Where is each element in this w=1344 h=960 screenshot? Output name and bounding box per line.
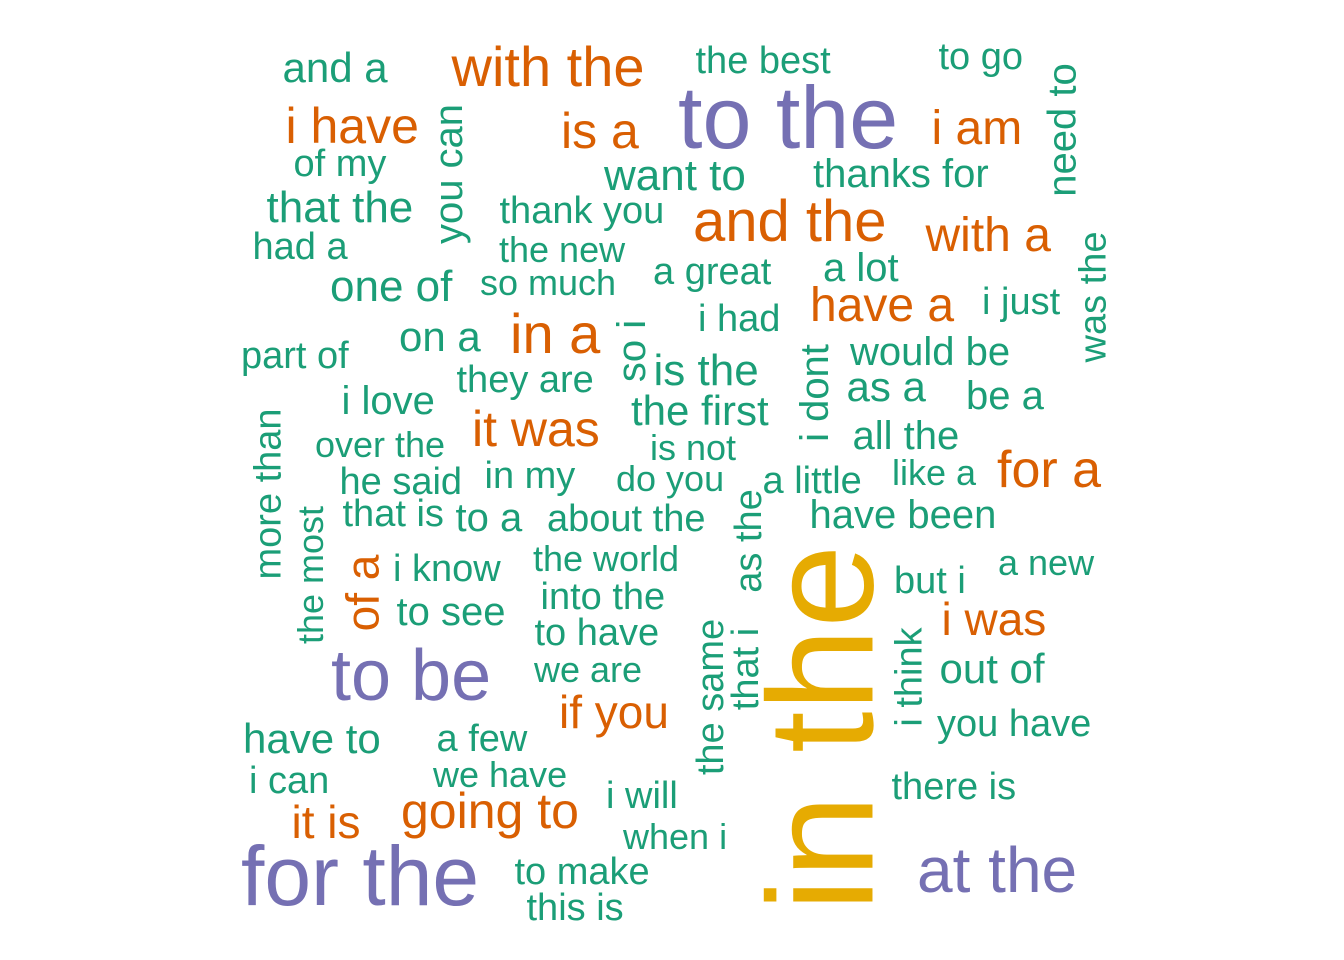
word-the-best: the best <box>695 40 831 82</box>
word-with-the: with the <box>451 35 645 98</box>
word-out-of: out of <box>939 645 1045 692</box>
word-a-lot: a lot <box>823 246 899 290</box>
word-about-the: about the <box>547 498 706 540</box>
word-a-new: a new <box>998 542 1095 583</box>
word-i-dont: i dont <box>792 344 837 442</box>
word-a-few: a few <box>436 718 528 760</box>
word-that-i: that i <box>725 627 768 711</box>
word-to-see: to see <box>396 590 506 634</box>
word-more-than: more than <box>247 408 290 580</box>
word-at-the: at the <box>917 834 1078 906</box>
word-if-you: if you <box>559 686 669 738</box>
word-you-have: you have <box>937 703 1092 745</box>
word-have-a: have a <box>810 279 955 332</box>
word-of-a: of a <box>335 554 388 632</box>
word-with-a: with a <box>925 209 1051 262</box>
word-as-a: as a <box>846 363 926 410</box>
word-when-i: when i <box>623 816 728 857</box>
word-be-a: be a <box>966 374 1044 418</box>
word-there-is: there is <box>891 766 1017 808</box>
word-and-a: and a <box>282 44 388 91</box>
word-he-said: he said <box>339 461 463 503</box>
word-i-will: i will <box>606 775 678 817</box>
word-to-be: to be <box>331 636 492 716</box>
word-one-of: one of <box>330 262 453 311</box>
word-i-know: i know <box>393 548 501 590</box>
word-but-i: but i <box>894 560 966 602</box>
word-is-not: is not <box>650 427 737 468</box>
word-i-was: i was <box>941 593 1047 645</box>
word-have-to: have to <box>243 715 381 762</box>
word-the-most: the most <box>290 505 332 645</box>
word-into-the: into the <box>540 576 666 618</box>
word-had-a: had a <box>252 226 348 268</box>
word-to-a: to a <box>455 496 523 540</box>
word-like-a: like a <box>892 452 977 493</box>
word-for-a: for a <box>997 441 1102 499</box>
word-i-have: i have <box>285 98 419 154</box>
word-the-world: the world <box>533 538 680 579</box>
word-that-the: that the <box>266 183 414 232</box>
word-i-am: i am <box>931 102 1023 155</box>
word-to-the: to the <box>678 68 899 167</box>
word-a-little: a little <box>762 460 862 502</box>
word-this-is: this is <box>526 887 624 929</box>
word-have-been: have been <box>809 493 997 537</box>
word-do-you: do you <box>616 458 725 499</box>
word-the-first: the first <box>631 387 769 434</box>
word-a-great: a great <box>653 251 772 293</box>
word-we-are: we are <box>534 649 643 690</box>
word-in-my: in my <box>484 455 576 497</box>
word-i-had: i had <box>698 298 781 340</box>
word-over-the: over the <box>315 424 446 465</box>
word-so-i: so i <box>610 319 655 383</box>
word-for-the: for the <box>241 829 480 923</box>
word-as-the: as the <box>727 489 770 593</box>
word-in-a: in a <box>510 302 601 365</box>
word-is-a: is a <box>561 103 639 159</box>
word-to-go: to go <box>938 36 1024 78</box>
word-so-much: so much <box>480 262 617 303</box>
word-you-can: you can <box>427 103 472 245</box>
word-in-the: in the <box>735 544 904 912</box>
word-they-are: they are <box>456 359 594 401</box>
word-the-new: the new <box>499 229 626 270</box>
word-of-my: of my <box>293 143 387 185</box>
word-would-be: would be <box>850 330 1011 374</box>
word-thanks-for: thanks for <box>813 152 989 196</box>
word-thank-you: thank you <box>499 190 665 232</box>
word-all-the: all the <box>852 414 960 458</box>
word-on-a: on a <box>399 313 481 360</box>
word-to-make: to make <box>514 851 650 893</box>
word-i-can: i can <box>249 760 330 802</box>
word-part-of: part of <box>241 335 349 377</box>
word-need-to: need to <box>1040 63 1085 197</box>
word-i-just: i just <box>982 281 1061 323</box>
word-is-the: is the <box>653 346 759 395</box>
word-it-was: it was <box>472 401 600 457</box>
word-that-is: that is <box>342 493 444 535</box>
word-want-to: want to <box>604 151 746 200</box>
word-and-the: and the <box>693 189 887 254</box>
word-was-the: was the <box>1071 231 1114 363</box>
word-it-is: it is <box>291 796 361 848</box>
word-to-have: to have <box>534 612 660 654</box>
word-i-love: i love <box>341 379 435 423</box>
word-we-have: we have <box>433 754 568 795</box>
word-i-think: i think <box>888 627 931 727</box>
word-going-to: going to <box>401 783 579 839</box>
